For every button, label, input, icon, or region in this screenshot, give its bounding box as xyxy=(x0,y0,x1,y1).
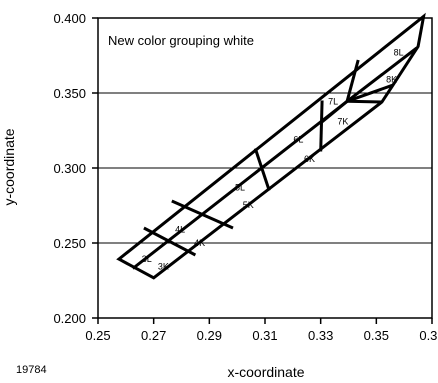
chart-annotation: New color grouping white xyxy=(108,33,254,48)
zone-label: 7K xyxy=(337,117,348,127)
divider-line xyxy=(345,59,360,102)
inner-boundary-line xyxy=(346,83,394,103)
x-tick-label: 0.37 xyxy=(419,328,438,343)
zone-label: 5K xyxy=(243,200,254,210)
x-tick-label: 0.33 xyxy=(308,328,333,343)
zone-label: 6K xyxy=(304,154,315,164)
y-tick-label: 0.400 xyxy=(53,11,86,26)
x-axis-ticks: 0.25 0.27 0.29 0.31 0.33 0.35 0.37 xyxy=(85,318,438,343)
figure-id: 19784 xyxy=(16,364,47,376)
zone-label: 4K xyxy=(194,238,205,248)
zone-label: 3K xyxy=(158,261,169,271)
inner-boundary-line xyxy=(319,100,349,125)
zone-label: 6L xyxy=(293,135,303,145)
inner-boundary-line xyxy=(347,99,382,104)
zone-label: 8K xyxy=(386,75,397,85)
y-tick-label: 0.250 xyxy=(53,236,86,251)
gridlines xyxy=(98,92,432,244)
y-axis-ticks: 0.200 0.250 0.300 0.350 0.400 xyxy=(53,11,98,326)
x-tick-label: 0.25 xyxy=(85,328,110,343)
zone-label: 4L xyxy=(175,225,185,235)
y-tick-label: 0.350 xyxy=(53,86,86,101)
divider-line xyxy=(253,148,271,191)
inner-boundary-line xyxy=(131,46,418,270)
x-tick-label: 0.29 xyxy=(197,328,222,343)
x-tick-label: 0.27 xyxy=(141,328,166,343)
x-tick-label: 0.31 xyxy=(252,328,277,343)
divider-line xyxy=(319,100,324,152)
y-tick-label: 0.200 xyxy=(53,311,86,326)
zone-label: 3L xyxy=(142,254,152,264)
x-tick-label: 0.35 xyxy=(364,328,389,343)
x-axis-title: x-coordinate xyxy=(227,364,304,380)
y-tick-label: 0.300 xyxy=(53,161,86,176)
zone-label: 7L xyxy=(328,96,338,106)
y-axis-title: y-coordinate xyxy=(1,128,17,205)
zone-label: 5L xyxy=(235,183,245,193)
zone-label: 8L xyxy=(394,48,404,58)
grouping-lines xyxy=(116,12,426,280)
